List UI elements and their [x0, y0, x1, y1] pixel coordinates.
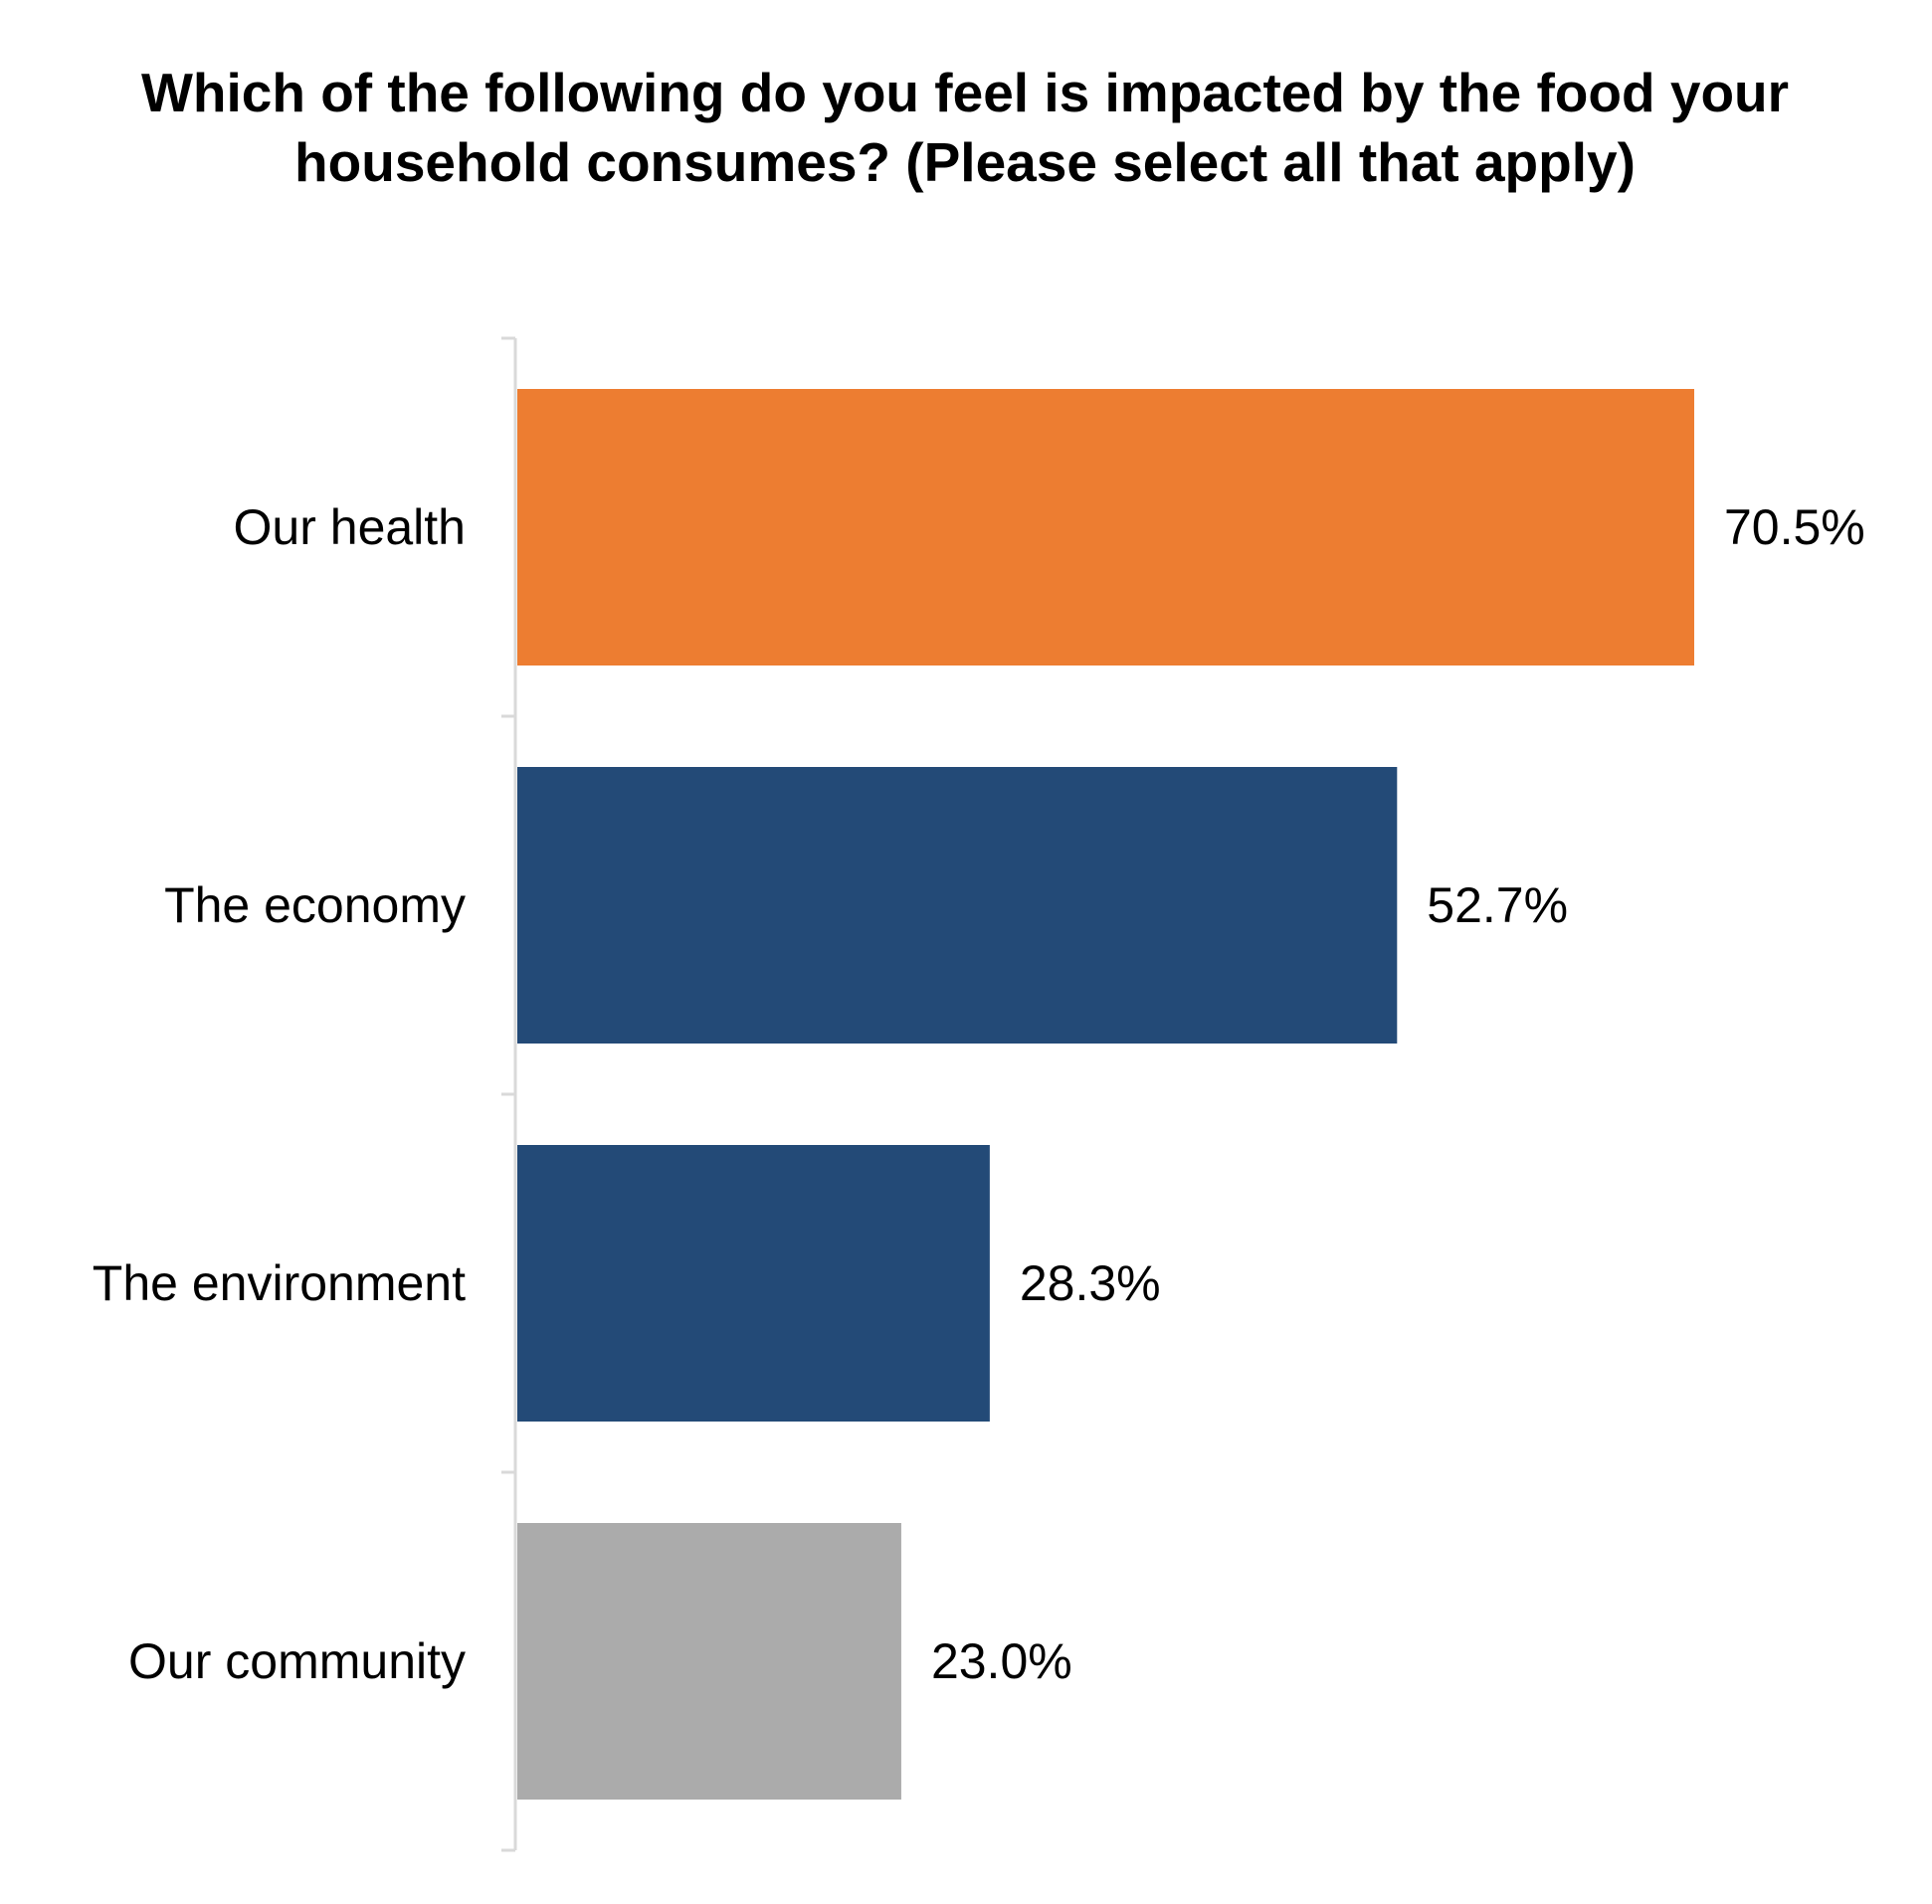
- labels: Our health 70.5% The economy 52.7% The envir…: [93, 499, 1865, 1689]
- category-axis: [501, 336, 517, 1852]
- category-label: The economy: [164, 877, 466, 933]
- bar-the-environment: [517, 1145, 990, 1422]
- value-label: 28.3%: [1020, 1255, 1161, 1311]
- category-label: Our health: [234, 499, 466, 555]
- value-label: 70.5%: [1724, 499, 1865, 555]
- bars: [517, 389, 1694, 1800]
- bar-our-community: [517, 1523, 901, 1800]
- value-label: 52.7%: [1427, 877, 1568, 933]
- bar-our-health: [517, 389, 1694, 666]
- bar-the-economy: [517, 767, 1398, 1044]
- chart-title: Which of the following do you feel is im…: [140, 62, 1790, 193]
- category-label: Our community: [128, 1633, 466, 1689]
- value-label: 23.0%: [931, 1633, 1072, 1689]
- category-label: The environment: [93, 1255, 466, 1311]
